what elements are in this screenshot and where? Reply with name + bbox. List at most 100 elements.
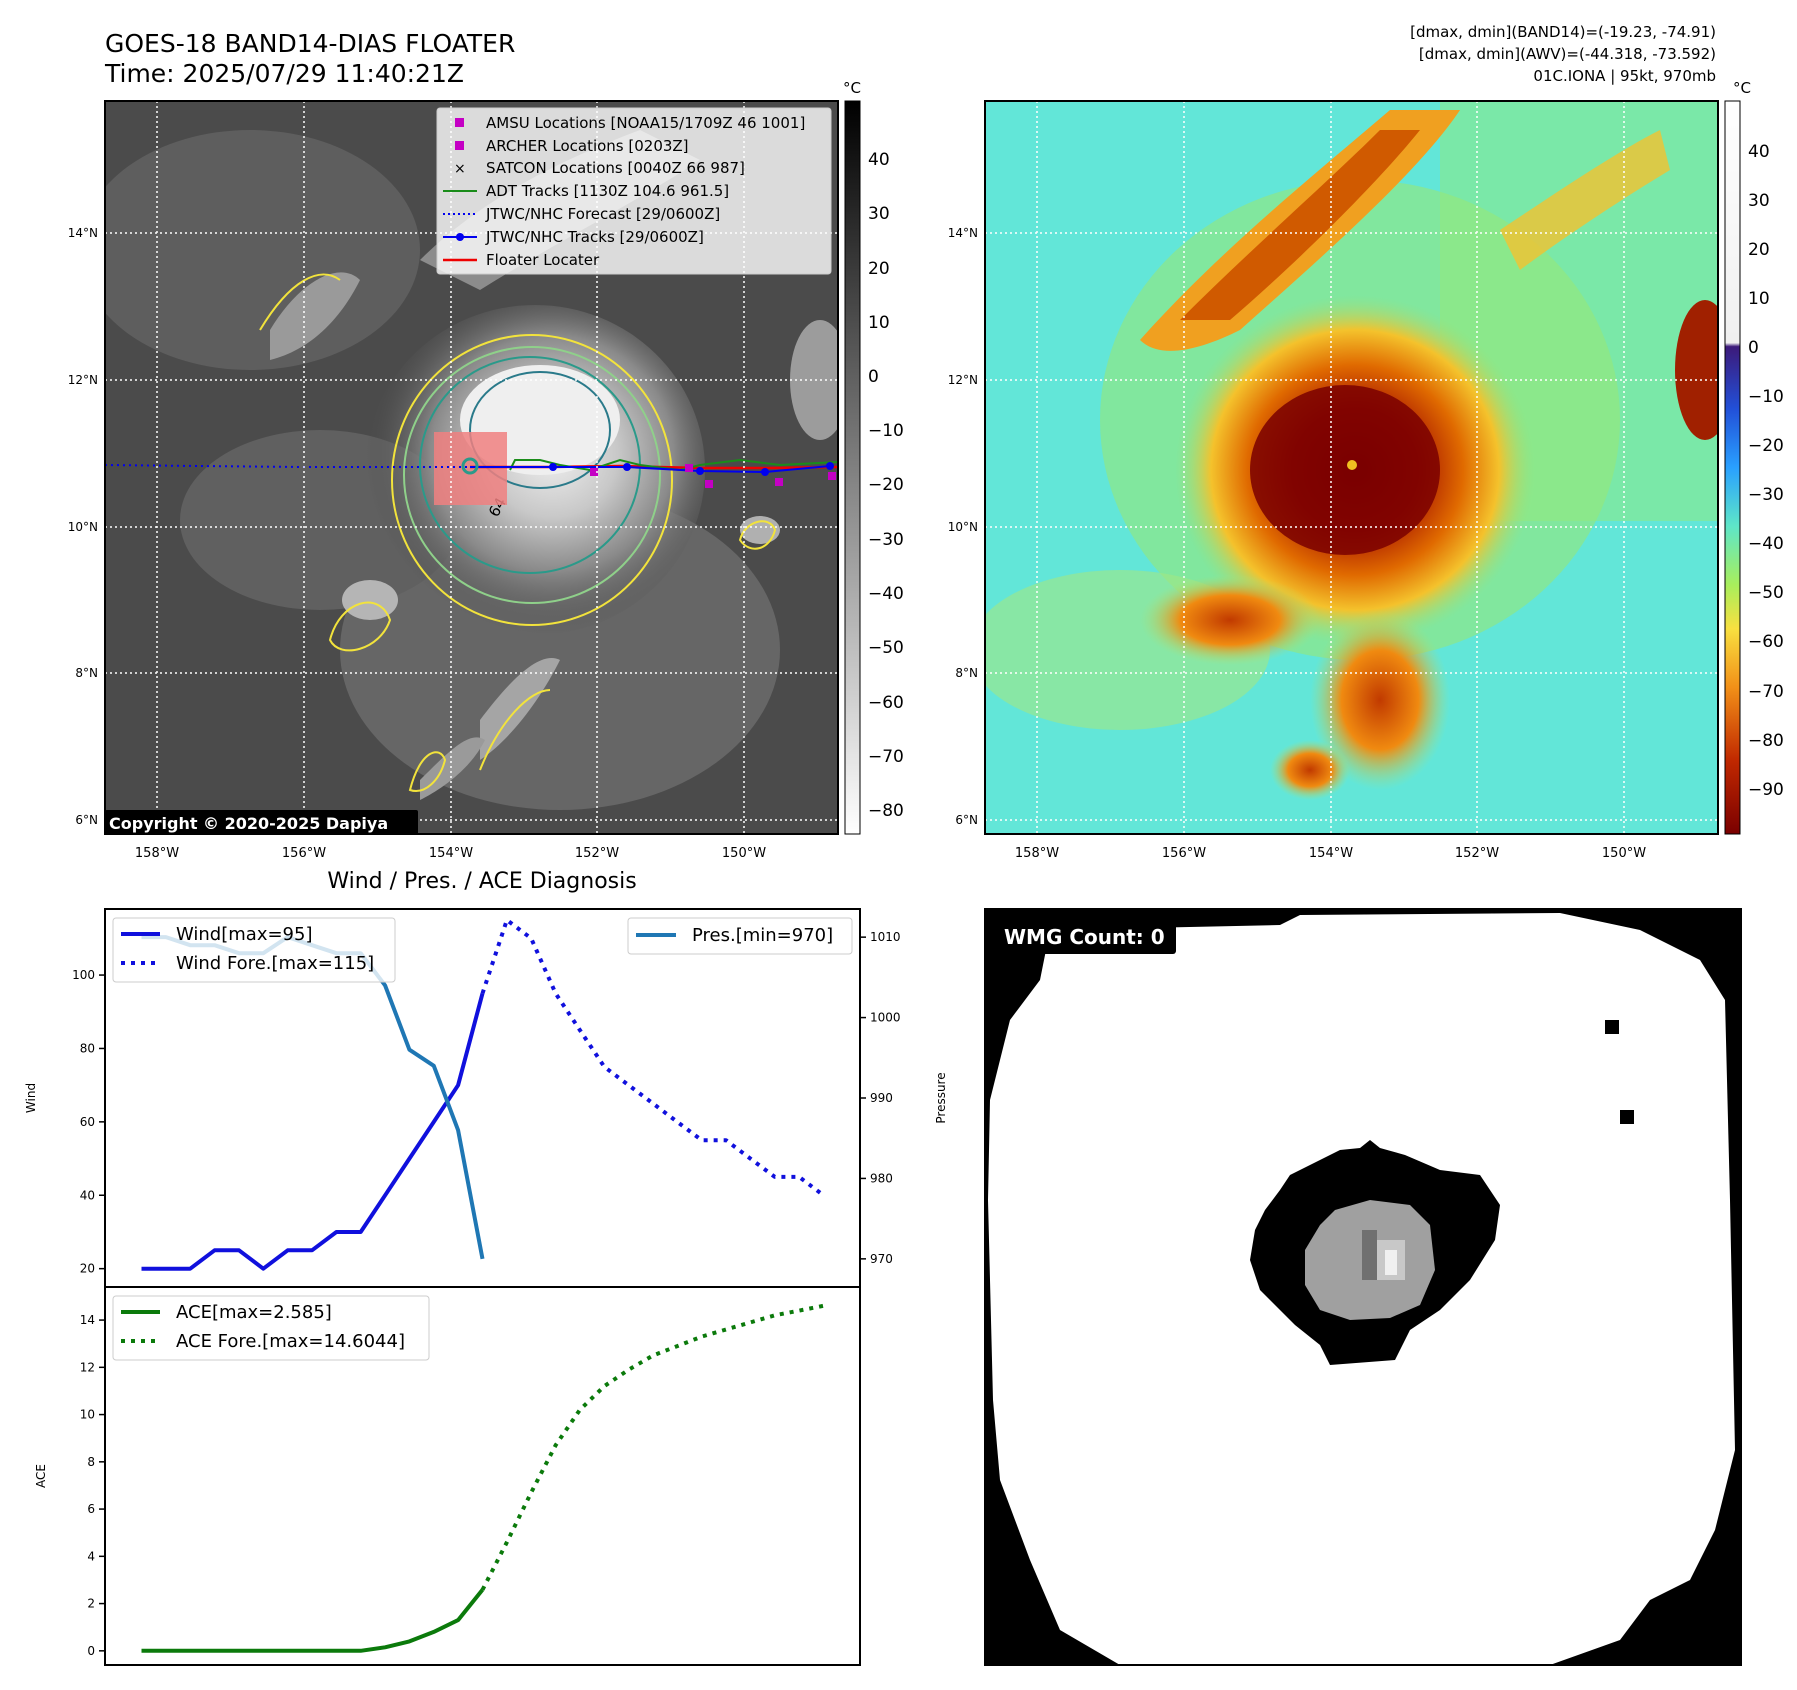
ir-colorbar-ticks: 40 30 20 10 0 −10 −20 −30 −40 −50 −60 −7… <box>868 150 904 821</box>
y-tick-label: 4 <box>87 1549 95 1563</box>
lat-tick: 12°N <box>68 373 98 387</box>
ir-tick: 30 <box>868 204 890 224</box>
series-line-1 <box>480 918 825 1197</box>
y-tick-label: 12 <box>80 1360 95 1374</box>
ir-colorbar <box>844 100 861 835</box>
wmg-count-label: WMG Count: 0 <box>1004 925 1165 949</box>
ace-legend: ACE[max=2.585] ACE Fore.[max=14.6044] <box>112 1295 430 1361</box>
storm-info-text: 01C.IONA | 95kt, 970mb <box>1533 67 1716 85</box>
figure-title: GOES-18 BAND14-DIAS FLOATER <box>105 29 515 58</box>
ir-satellite-panel: 64 AMSU Locations <box>68 79 904 861</box>
pressure-axis-label: Pressure <box>934 1072 948 1123</box>
legend-wind-fore: Wind Fore.[max=115] <box>176 953 374 974</box>
lat-tick: 14°N <box>948 226 978 240</box>
ir-tick: −20 <box>868 475 904 495</box>
archer-marker-icon <box>455 141 464 150</box>
awv-tick: −30 <box>1748 485 1784 505</box>
awv-lon-labels: 158°W 156°W 154°W 152°W 150°W <box>1015 846 1646 861</box>
wind-axis-label: Wind <box>24 1083 38 1113</box>
legend-ace: ACE[max=2.585] <box>176 1302 332 1323</box>
y-tick-label: 10 <box>80 1408 95 1422</box>
awv-imagery <box>985 101 1718 834</box>
legend-forecast: JTWC/NHC Forecast [29/0600Z] <box>485 205 720 223</box>
dmax-band14-text: [dmax, dmin](BAND14)=(-19.23, -74.91) <box>1410 23 1716 41</box>
ir-legend: AMSU Locations [NOAA15/1709Z 46 1001] AR… <box>436 107 832 275</box>
wind-pressure-chart: Wind / Pres. / ACE Diagnosis 20 40 60 80 100… <box>24 869 948 1288</box>
lat-tick: 8°N <box>955 666 978 680</box>
lat-tick: 10°N <box>68 520 98 534</box>
y-tick-label: 40 <box>80 1188 95 1202</box>
lon-tick: 150°W <box>722 846 766 861</box>
legend-adt: ADT Tracks [1130Z 104.6 961.5] <box>486 182 729 200</box>
awv-tick: −80 <box>1748 731 1784 751</box>
ace-chart: 0 2 4 6 8 10 12 14 ACE ACE[max=2.585] ACE Fore.… <box>34 1286 861 1666</box>
lon-tick: 158°W <box>135 846 179 861</box>
ir-tick: 10 <box>868 313 890 333</box>
ir-tick: −10 <box>868 421 904 441</box>
y-tick-label: 100 <box>72 968 95 982</box>
awv-tick: −50 <box>1748 583 1784 603</box>
lat-tick: 6°N <box>75 813 98 827</box>
awv-colorbar-unit: °C <box>1733 79 1751 97</box>
ir-lat-labels: 14°N 12°N 10°N 8°N 6°N <box>68 226 98 827</box>
legend-wind: Wind[max=95] <box>176 924 313 945</box>
awv-tick: 20 <box>1748 240 1770 260</box>
lat-tick: 12°N <box>948 373 978 387</box>
y-tick-label: 80 <box>80 1041 95 1055</box>
y-tick-label: 6 <box>87 1502 95 1516</box>
legend-floater: Floater Locater <box>486 251 600 269</box>
y-tick-label: 0 <box>87 1644 95 1658</box>
lon-tick: 152°W <box>575 846 619 861</box>
y-tick-label: 60 <box>80 1115 95 1129</box>
jtwc-track <box>470 465 831 474</box>
awv-colorbar <box>1724 100 1741 835</box>
legend-pressure: Pres.[min=970] <box>692 925 833 946</box>
lat-tick: 14°N <box>68 226 98 240</box>
dmax-awv-text: [dmax, dmin](AWV)=(-44.318, -73.592) <box>1419 45 1716 63</box>
legend-tracks: JTWC/NHC Tracks [29/0600Z] <box>485 228 704 246</box>
awv-tick: −90 <box>1748 780 1784 800</box>
ace-axis-label: ACE <box>34 1464 48 1488</box>
lon-tick: 158°W <box>1015 846 1059 861</box>
ir-lon-labels: 158°W 156°W 154°W 152°W 150°W <box>135 846 766 861</box>
diagnosis-title: Wind / Pres. / ACE Diagnosis <box>327 869 636 894</box>
y-tick-label: 20 <box>80 1262 95 1276</box>
ace-plot-area: 0 2 4 6 8 10 12 14 <box>80 1303 824 1658</box>
copyright-text: Copyright © 2020-2025 Dapiya <box>109 814 388 833</box>
lat-tick: 6°N <box>955 813 978 827</box>
lat-tick: 10°N <box>948 520 978 534</box>
lon-tick: 156°W <box>1162 846 1206 861</box>
wmg-panel: WMG Count: 0 <box>984 908 1742 1666</box>
amsu-marker-icon <box>455 118 464 127</box>
lon-tick: 154°W <box>1309 846 1353 861</box>
floater-box <box>434 432 507 505</box>
series-line-0 <box>141 992 485 1271</box>
lon-tick: 150°W <box>1602 846 1646 861</box>
awv-tick: −10 <box>1748 387 1784 407</box>
series-line-0 <box>141 1588 485 1653</box>
ir-colorbar-unit: °C <box>843 79 861 97</box>
satcon-marker-icon: × <box>454 161 466 177</box>
awv-tick: −40 <box>1748 534 1784 554</box>
y-tick-label: 14 <box>80 1313 95 1327</box>
y-tick-label: 2 <box>87 1597 95 1611</box>
y-tick-label: 8 <box>87 1455 95 1469</box>
ir-tick: 0 <box>868 367 879 387</box>
awv-tick: 10 <box>1748 289 1770 309</box>
pressure-legend: Pres.[min=970] <box>627 917 853 955</box>
lon-tick: 156°W <box>282 846 326 861</box>
ir-tick: 40 <box>868 150 890 170</box>
awv-tick: −20 <box>1748 436 1784 456</box>
ir-tick: 20 <box>868 259 890 279</box>
forecast-track <box>105 464 470 468</box>
ir-tick: −70 <box>868 747 904 767</box>
wind-legend: Wind[max=95] Wind Fore.[max=115] <box>112 917 396 983</box>
awv-lat-labels: 14°N 12°N 10°N 8°N 6°N <box>948 226 978 827</box>
lon-tick: 154°W <box>429 846 473 861</box>
awv-satellite-panel: °C 40 30 20 10 0 −10 −20 −30 −40 −50 −60… <box>948 79 1784 861</box>
ir-tick: −50 <box>868 638 904 658</box>
y2-tick-label: 990 <box>870 1091 893 1105</box>
y2-tick-label: 1000 <box>870 1011 901 1025</box>
y2-tick-label: 980 <box>870 1171 893 1185</box>
